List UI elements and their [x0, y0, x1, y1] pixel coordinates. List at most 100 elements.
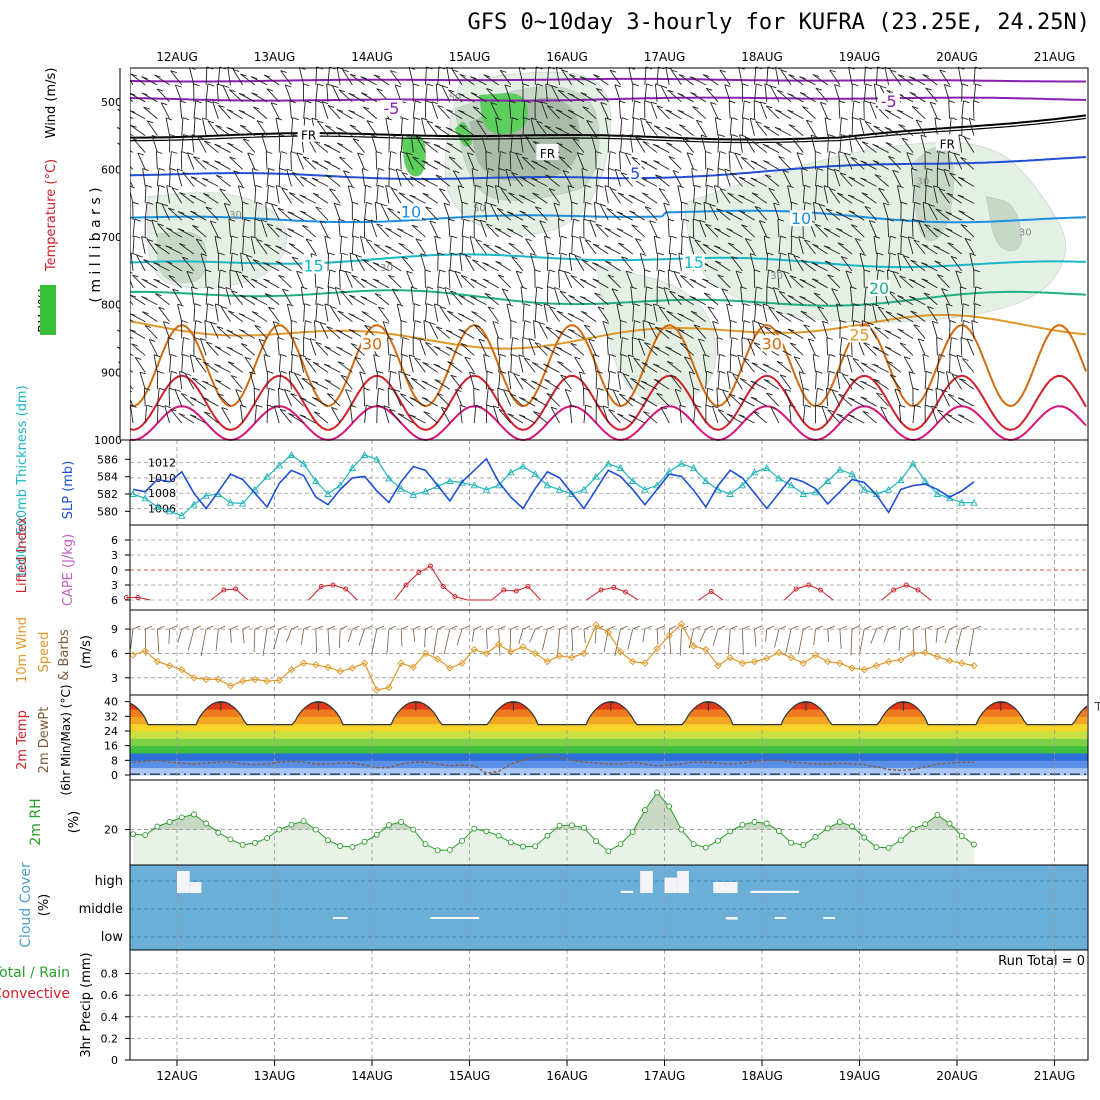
wind-barb — [941, 288, 950, 305]
wind-barb-flag — [274, 405, 281, 409]
wind-barb — [607, 134, 610, 153]
wind-barb-flag — [146, 238, 154, 242]
wind-barb — [410, 286, 414, 305]
wind-barb-flag — [383, 405, 390, 409]
wind-barb — [859, 253, 865, 272]
wind-barb — [888, 156, 902, 170]
wind-barb — [849, 378, 865, 390]
wind-barb — [643, 411, 658, 424]
wind-barb — [275, 185, 280, 204]
wind-barb — [313, 411, 329, 424]
wind-barb-flag — [934, 260, 941, 264]
wind-barb-flag — [909, 91, 916, 95]
wind-barb-10m — [168, 629, 170, 644]
wind-barb-flag — [849, 134, 856, 138]
wind-barb-flag — [562, 170, 570, 174]
wind-barb — [280, 70, 292, 86]
wind-barb — [726, 413, 743, 424]
wind-barb-flag — [630, 134, 637, 138]
wind-barb — [325, 174, 341, 187]
wind-barb-flag — [538, 322, 546, 325]
wind-barb — [447, 310, 463, 323]
wind-barb-flag — [820, 101, 827, 105]
wind-barb-flag — [817, 306, 824, 310]
wind-barb-flag — [705, 223, 712, 227]
wind-barb — [628, 397, 646, 407]
wind-barb — [237, 185, 244, 204]
wind-barb — [829, 188, 841, 204]
lifted-index-point — [123, 595, 129, 600]
wind-barb-flag — [470, 92, 478, 96]
wind-barb-10m — [742, 625, 750, 630]
wind-barb-flag — [735, 270, 743, 274]
wind-barb-flag — [625, 152, 632, 156]
wind-barb — [195, 357, 207, 373]
wind-barb — [750, 177, 767, 187]
wind-barb-flag — [508, 371, 515, 374]
wind-barb — [751, 192, 768, 204]
wind-barb — [403, 373, 414, 390]
wind-barb-flag — [183, 337, 190, 340]
wind-barb — [702, 354, 707, 373]
wind-barb-flag — [433, 160, 441, 164]
wind-barb-flag — [499, 134, 506, 138]
wind-barb — [179, 192, 195, 204]
wind-barb — [331, 407, 341, 424]
wind-barb-flag — [791, 235, 798, 239]
wind-barb-flag — [203, 361, 210, 365]
wind-barb-flag — [861, 320, 869, 324]
wind-barb-flag — [315, 341, 322, 345]
wind-barb-flag — [778, 290, 786, 294]
wind-barb-flag — [788, 252, 795, 256]
wind-barb — [924, 371, 927, 390]
wind-barb-10m — [437, 625, 445, 630]
wind-barb — [226, 346, 243, 356]
wind-barb-flag — [702, 243, 710, 247]
wind-barb-flag — [793, 255, 800, 259]
rh-point — [836, 819, 843, 825]
wind-barb-flag — [133, 235, 141, 239]
wind-barb — [821, 405, 829, 424]
wind-barb — [179, 243, 195, 255]
wind-barb-flag — [341, 235, 348, 239]
wind-barb-flag — [644, 100, 651, 104]
wind-barb — [762, 303, 768, 322]
wind-barb-flag — [641, 362, 649, 366]
wind-barb-flag — [635, 136, 642, 140]
isotherm-label: 20 — [869, 279, 889, 298]
wind-barb-flag — [228, 310, 235, 314]
wind-barb — [349, 294, 365, 306]
wind-barb — [412, 156, 426, 170]
thickness-point — [775, 474, 783, 482]
wind-barb-flag — [573, 218, 580, 222]
rh-point — [568, 822, 575, 829]
wind-barb — [170, 70, 183, 86]
wind-barb-flag — [872, 143, 879, 147]
wind-barb-10m — [262, 629, 268, 657]
wind-barb-10m — [850, 629, 853, 656]
wind-barb-flag — [439, 269, 446, 273]
wind-barb-flag — [574, 254, 581, 258]
wind-barb-flag — [874, 326, 881, 330]
wind-barb-flag — [667, 360, 674, 364]
wind-barb — [242, 219, 245, 238]
temperature-axis-label: Temperature (°C) — [44, 159, 59, 272]
wind-barb — [290, 151, 292, 170]
wind-barb-flag — [360, 295, 367, 299]
wind-barb — [339, 252, 343, 271]
wind-barb-flag — [561, 69, 568, 73]
thickness-point — [616, 464, 625, 471]
wind-barb — [522, 320, 526, 339]
wind-barb — [583, 405, 587, 424]
wind-barb — [741, 320, 745, 339]
cloud-middle-bar — [443, 917, 455, 919]
wind-barb-flag — [831, 389, 839, 393]
wind-barb — [518, 67, 524, 86]
wind-barb-flag — [719, 353, 726, 357]
rh-point — [130, 831, 136, 838]
wind-barb-10m — [535, 625, 543, 630]
wind-barb-flag — [185, 373, 192, 376]
wind-barb-flag — [922, 73, 929, 77]
wind-barb-flag — [653, 363, 660, 367]
wind-barb-flag — [533, 140, 540, 144]
